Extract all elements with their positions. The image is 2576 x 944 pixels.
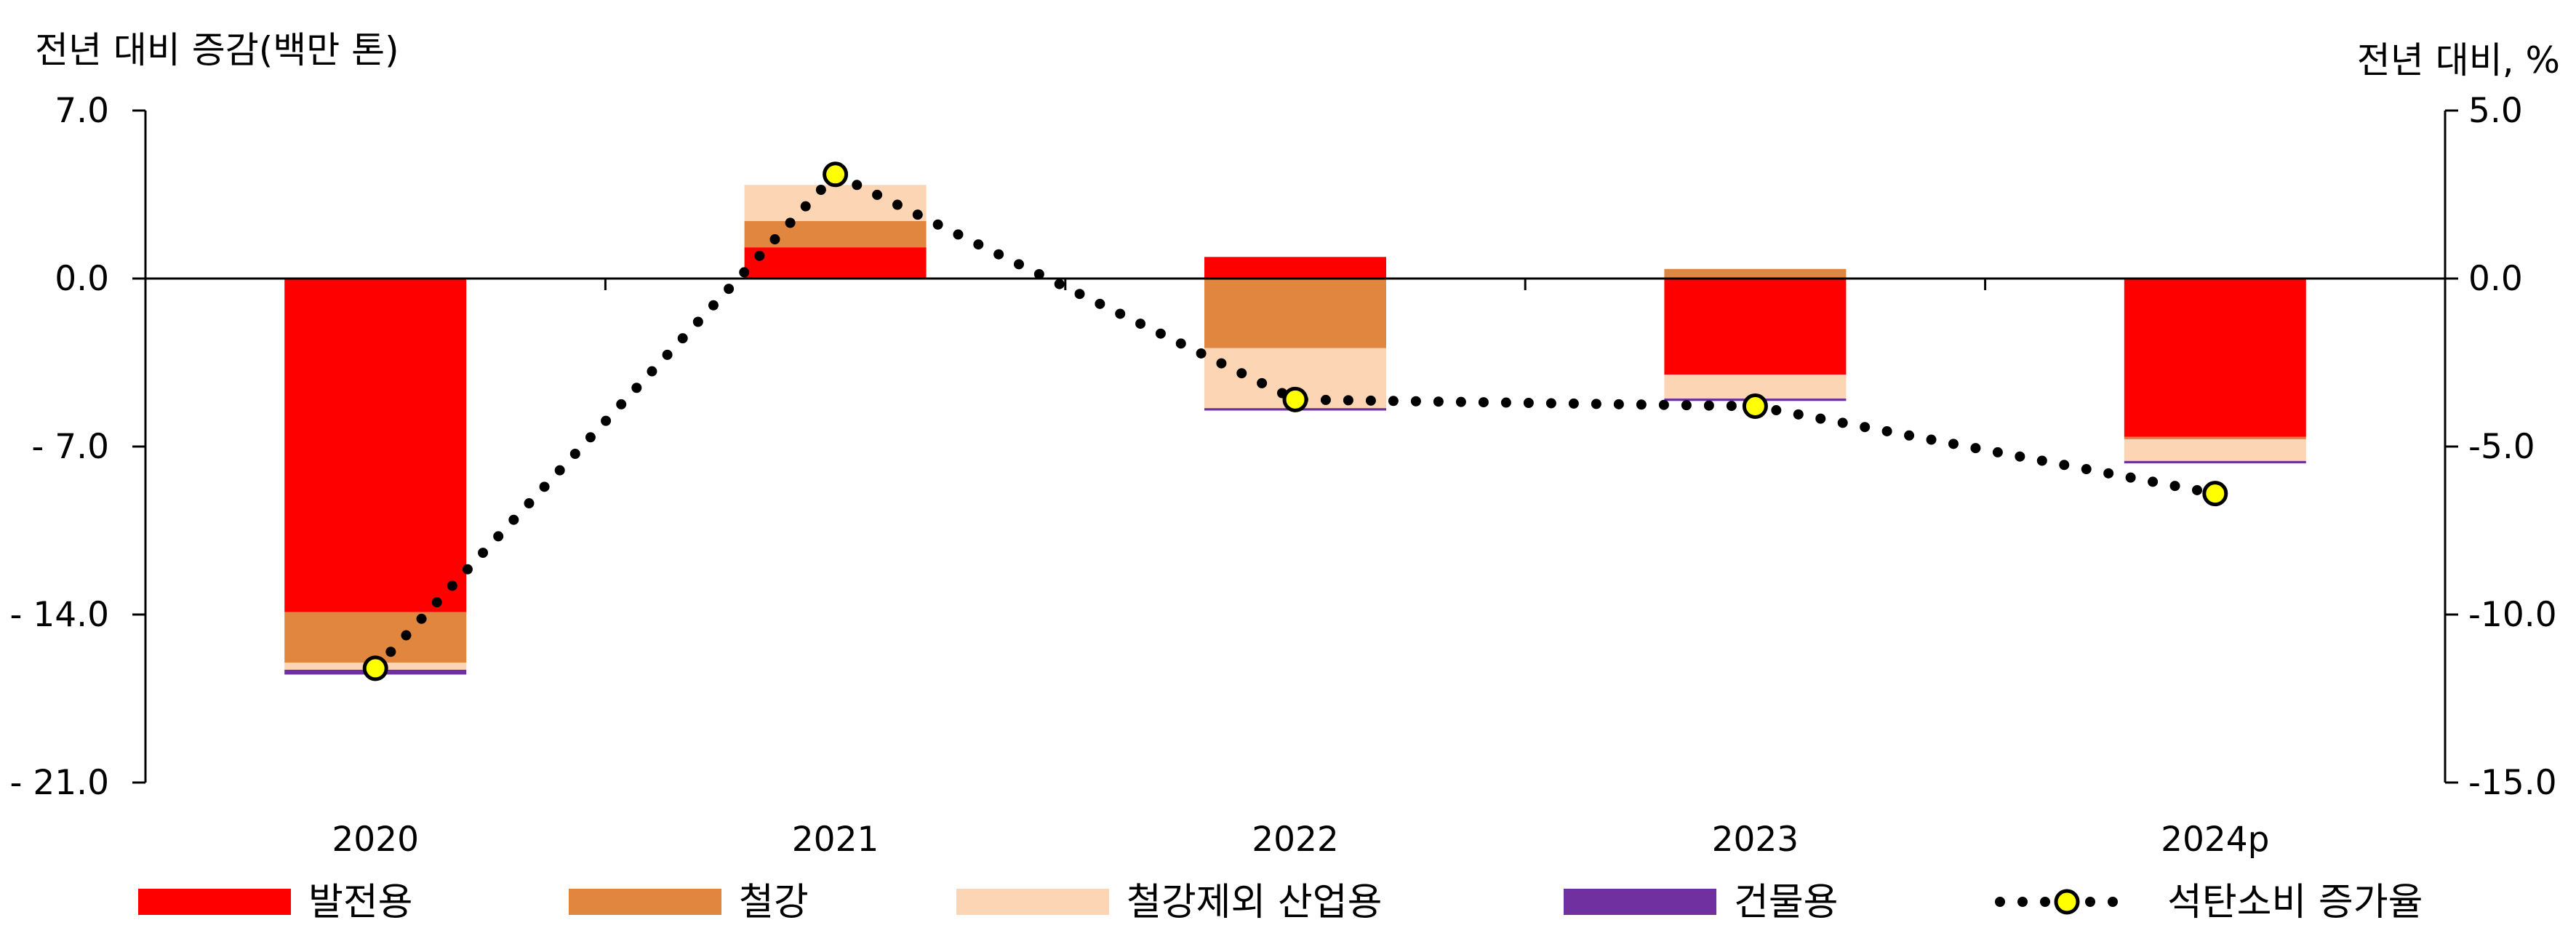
legend-label-series-2: 철강제외 산업용 bbox=[1127, 881, 1382, 924]
bar-2021-series-1 bbox=[744, 220, 927, 248]
y-left-tick-label: - 7.0 bbox=[31, 427, 109, 467]
bar-2024p-series-3 bbox=[2124, 460, 2306, 464]
y-left-tick-label: 7.0 bbox=[55, 91, 109, 131]
legend-swatch-series-3 bbox=[1564, 889, 1716, 915]
y-left-tick-label: - 14.0 bbox=[9, 595, 109, 635]
legend-label-series-0: 발전용 bbox=[308, 881, 413, 924]
growth-point-2022 bbox=[1282, 386, 1308, 412]
bar-2020-series-1 bbox=[284, 612, 467, 663]
x-tick-label-2024p: 2024p bbox=[2161, 820, 2269, 860]
bar-2023-series-1 bbox=[1664, 268, 1847, 279]
growth-point-2024p bbox=[2202, 481, 2228, 507]
bar-2023-series-0 bbox=[1664, 279, 1847, 375]
legend-label-series-3: 건물용 bbox=[1734, 881, 1839, 924]
legend-label-line: 석탄소비 증가율 bbox=[2167, 881, 2423, 924]
legend-line-marker bbox=[2054, 889, 2080, 915]
bar-2024p-series-1 bbox=[2124, 436, 2306, 440]
x-tick-label-2020: 2020 bbox=[332, 820, 419, 860]
bar-2022-series-0 bbox=[1204, 257, 1386, 279]
y-left-tick-label: - 21.0 bbox=[9, 763, 109, 803]
bar-2024p-series-0 bbox=[2124, 279, 2306, 437]
bar-2021-series-0 bbox=[744, 247, 927, 279]
bar-2022-series-1 bbox=[1204, 279, 1386, 348]
growth-line-layer bbox=[362, 161, 2228, 681]
x-tick-label-2023: 2023 bbox=[1712, 820, 1799, 860]
growth-point-2020 bbox=[362, 655, 388, 681]
y-right-tick-label: 5.0 bbox=[2468, 91, 2523, 131]
y-left-tick-label: 0.0 bbox=[55, 259, 109, 299]
legend-swatch-series-2 bbox=[956, 889, 1109, 915]
growth-point-2023 bbox=[1742, 393, 1768, 420]
legend-swatch-series-1 bbox=[569, 889, 721, 915]
y-left-axis-title: 전년 대비 증감(백만 톤) bbox=[35, 29, 399, 71]
growth-point-2021 bbox=[823, 161, 849, 188]
y-right-tick-label: -15.0 bbox=[2468, 763, 2557, 803]
y-right-tick-label: -5.0 bbox=[2468, 427, 2535, 467]
bar-2020-series-0 bbox=[284, 279, 467, 612]
y-right-tick-label: -10.0 bbox=[2468, 595, 2557, 635]
bar-2024p-series-2 bbox=[2124, 439, 2306, 461]
growth-rate-line bbox=[370, 168, 2220, 673]
x-tick-label-2022: 2022 bbox=[1252, 820, 1339, 860]
x-tick-label-2021: 2021 bbox=[792, 820, 879, 860]
y-right-tick-label: 0.0 bbox=[2468, 259, 2523, 299]
legend-swatch-series-0 bbox=[138, 889, 291, 915]
y-right-axis-title: 전년 대비, % bbox=[2357, 39, 2560, 81]
legend: 발전용 철강 철강제외 산업용 건물용 석탄소비 증가율 bbox=[138, 881, 2423, 924]
axes-layer: 7.0 0.0 - 7.0 - 14.0 - 21.0 5.0 0.0 -5.0 -10.0 -1… bbox=[9, 91, 2556, 860]
legend-label-series-1: 철강 bbox=[739, 881, 809, 924]
bars-layer bbox=[284, 185, 2306, 675]
